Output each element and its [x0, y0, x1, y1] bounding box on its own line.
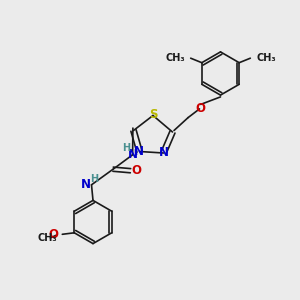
Text: O: O	[196, 101, 206, 115]
Text: N: N	[159, 146, 169, 160]
Text: H: H	[122, 143, 130, 153]
Text: CH₃: CH₃	[38, 233, 57, 243]
Text: N: N	[134, 145, 144, 158]
Text: O: O	[131, 164, 141, 177]
Text: O: O	[48, 228, 58, 241]
Text: H: H	[90, 174, 98, 184]
Text: S: S	[149, 108, 157, 122]
Text: N: N	[128, 148, 138, 161]
Text: CH₃: CH₃	[256, 53, 276, 63]
Text: N: N	[81, 178, 91, 191]
Text: CH₃: CH₃	[165, 53, 185, 63]
